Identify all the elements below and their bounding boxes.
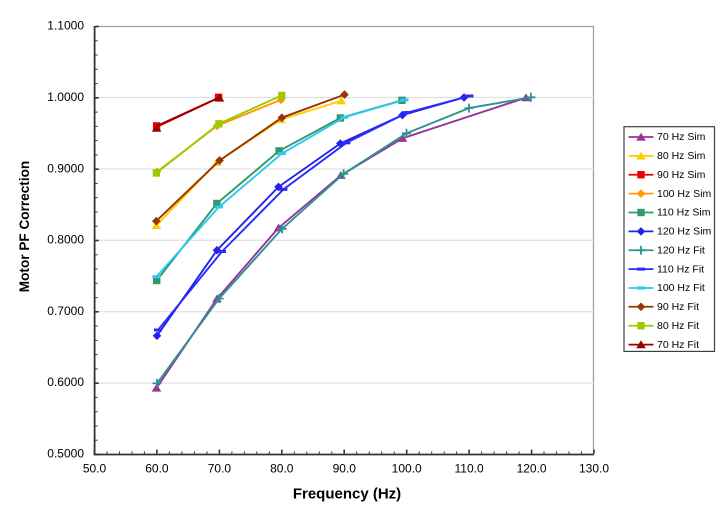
svg-text:120 Hz Sim: 120 Hz Sim (657, 226, 712, 238)
svg-text:1.0000: 1.0000 (47, 90, 84, 104)
svg-text:70.0: 70.0 (208, 462, 232, 476)
svg-text:130.0: 130.0 (579, 462, 609, 476)
svg-text:100 Hz Sim: 100 Hz Sim (657, 188, 712, 200)
svg-text:110.0: 110.0 (455, 462, 484, 476)
svg-text:0.9000: 0.9000 (47, 161, 84, 175)
svg-text:70 Hz Sim: 70 Hz Sim (657, 131, 706, 143)
svg-text:120.0: 120.0 (517, 462, 547, 476)
svg-text:50.0: 50.0 (83, 462, 107, 476)
svg-text:100.0: 100.0 (392, 462, 422, 476)
svg-text:0.8000: 0.8000 (47, 233, 84, 247)
svg-text:0.5000: 0.5000 (47, 447, 84, 461)
svg-text:80.0: 80.0 (270, 462, 294, 476)
svg-text:90.0: 90.0 (333, 462, 357, 476)
svg-text:100 Hz Fit: 100 Hz Fit (657, 282, 705, 294)
svg-text:Frequency (Hz): Frequency (Hz) (293, 486, 401, 503)
svg-text:110 Hz Fit: 110 Hz Fit (657, 263, 704, 275)
svg-text:Motor PF Correction: Motor PF Correction (17, 161, 32, 292)
svg-text:90 Hz Fit: 90 Hz Fit (657, 301, 699, 313)
svg-text:80 Hz Fit: 80 Hz Fit (657, 320, 699, 332)
svg-text:110 Hz Sim: 110 Hz Sim (657, 207, 711, 219)
svg-text:60.0: 60.0 (145, 462, 169, 476)
svg-text:0.7000: 0.7000 (47, 304, 84, 318)
svg-text:90 Hz Sim: 90 Hz Sim (657, 169, 706, 181)
svg-text:80 Hz Sim: 80 Hz Sim (657, 150, 706, 162)
svg-text:70 Hz Fit: 70 Hz Fit (657, 339, 699, 351)
svg-text:0.6000: 0.6000 (47, 375, 84, 389)
svg-text:1.1000: 1.1000 (47, 19, 84, 33)
svg-text:120 Hz Fit: 120 Hz Fit (657, 244, 705, 256)
